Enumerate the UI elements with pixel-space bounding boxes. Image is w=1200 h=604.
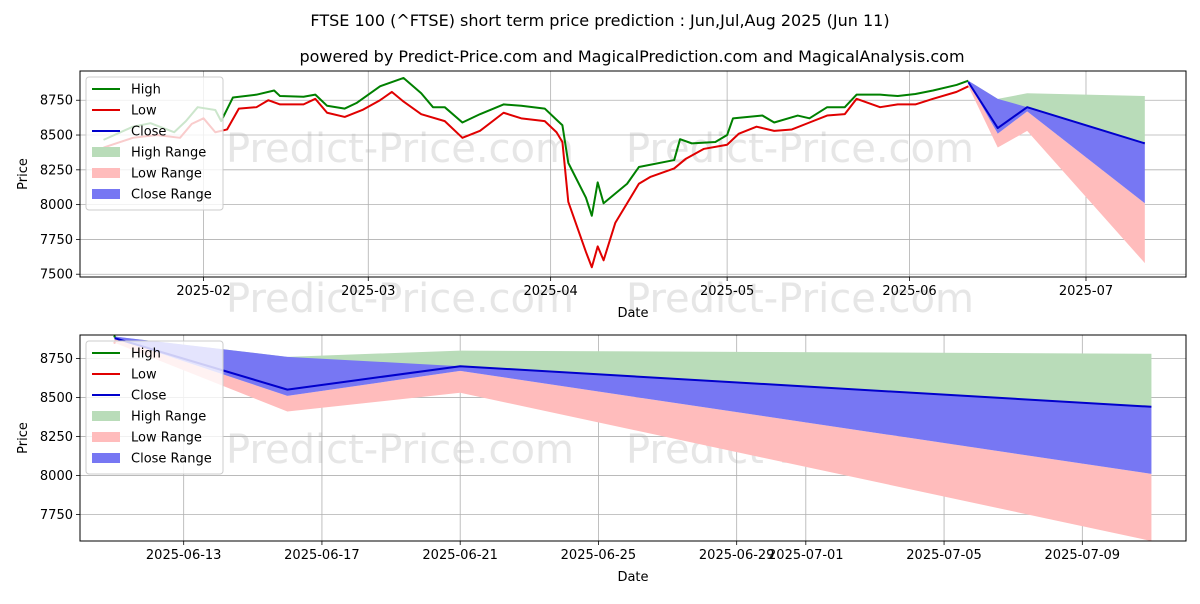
x-tick-label: 2025-06-25 bbox=[561, 548, 637, 563]
legend-label-low-range: Low Range bbox=[131, 431, 202, 446]
low-range-band bbox=[968, 82, 1145, 264]
legend-swatch-close-range bbox=[92, 453, 120, 463]
legend-label-close-range: Close Range bbox=[131, 452, 212, 467]
legend-swatch-high-range bbox=[92, 147, 120, 157]
x-tick-label: 2025-03 bbox=[341, 284, 395, 299]
y-axis-label: Price bbox=[16, 422, 31, 454]
y-tick-label: 8250 bbox=[40, 163, 73, 178]
plot-area bbox=[103, 76, 1146, 269]
x-tick-label: 2025-06-17 bbox=[284, 548, 360, 563]
legend-swatch-high-range bbox=[92, 411, 120, 421]
x-axis-label: Date bbox=[617, 570, 648, 585]
low-series-line bbox=[103, 85, 969, 269]
legend-box bbox=[85, 340, 224, 475]
x-tick-label: 2025-06 bbox=[882, 284, 936, 299]
watermark-lower-left: Predict-Price.com bbox=[226, 427, 574, 473]
high-range-band bbox=[114, 336, 1152, 407]
x-tick-label: 2025-07-01 bbox=[768, 548, 844, 563]
legend-label-low-range: Low Range bbox=[131, 167, 202, 182]
legend-label-close: Close bbox=[131, 389, 166, 404]
legend-swatch-close-range bbox=[92, 189, 120, 199]
legend-label-close: Close bbox=[131, 125, 166, 140]
x-tick-label: 2025-06-21 bbox=[422, 548, 498, 563]
x-axis-label: Date bbox=[617, 306, 648, 321]
y-tick-label: 7750 bbox=[40, 233, 73, 248]
legend-box bbox=[85, 76, 224, 211]
high-series-point bbox=[113, 335, 116, 338]
axes-frame bbox=[79, 70, 1187, 278]
y-tick-label: 8500 bbox=[40, 391, 73, 406]
close-range-band bbox=[114, 336, 1152, 474]
legend-label-high: High bbox=[131, 347, 161, 362]
x-tick-label: 2025-04 bbox=[523, 284, 577, 299]
y-tick-label: 8750 bbox=[40, 352, 73, 367]
chart-title: FTSE 100 (^FTSE) short term price predic… bbox=[310, 11, 889, 30]
x-tick-label: 2025-07-09 bbox=[1045, 548, 1121, 563]
x-tick-label: 2025-07 bbox=[1059, 284, 1113, 299]
legend-swatch-low-range bbox=[92, 432, 120, 442]
legend-label-low: Low bbox=[131, 104, 157, 119]
legend-label-high-range: High Range bbox=[131, 410, 206, 425]
x-tick-label: 2025-02 bbox=[176, 284, 230, 299]
legend-label-close-range: Close Range bbox=[131, 188, 212, 203]
y-tick-label: 8500 bbox=[40, 129, 73, 144]
watermark-upper-left: Predict-Price.com bbox=[226, 126, 574, 172]
legend-label-high: High bbox=[131, 83, 161, 98]
legend-label-high-range: High Range bbox=[131, 146, 206, 161]
x-tick-label: 2025-05 bbox=[700, 284, 754, 299]
upper-panel: Predict-Price.com Predict-Price.com Pred… bbox=[16, 70, 1187, 322]
legend: High Low Close High Range Low Range Close Ran… bbox=[85, 340, 224, 475]
y-tick-label: 7500 bbox=[40, 268, 73, 283]
high-series-line bbox=[103, 76, 969, 217]
y-axis-label: Price bbox=[16, 158, 31, 190]
y-tick-label: 8250 bbox=[40, 430, 73, 445]
y-tick-label: 8000 bbox=[40, 198, 73, 213]
y-tick-label: 8000 bbox=[40, 469, 73, 484]
close-range-band bbox=[968, 80, 1145, 204]
chart-subtitle: powered by Predict-Price.com and Magical… bbox=[299, 47, 964, 66]
y-tick-label: 7750 bbox=[40, 508, 73, 523]
watermark-upper-right: Predict-Price.com bbox=[626, 126, 974, 172]
legend: High Low Close High Range Low Range Close Ran… bbox=[85, 76, 224, 211]
x-tick-label: 2025-07-05 bbox=[906, 548, 982, 563]
low-range-band bbox=[114, 338, 1152, 541]
legend-swatch-low-range bbox=[92, 168, 120, 178]
close-series-line bbox=[967, 81, 1146, 145]
x-tick-label: 2025-06-29 bbox=[699, 548, 775, 563]
y-tick-label: 8750 bbox=[40, 94, 73, 109]
watermark-mid-left: Predict-Price.com bbox=[226, 276, 574, 322]
watermark-mid-right: Predict-Price.com bbox=[626, 276, 974, 322]
grid: 2025-02 2025-03 2025-04 2025-05 2025-06 2025-… bbox=[40, 71, 1186, 299]
legend-label-low: Low bbox=[131, 368, 157, 383]
high-range-band bbox=[968, 80, 1145, 144]
axes-frame bbox=[79, 334, 1187, 542]
x-tick-label: 2025-06-13 bbox=[146, 548, 222, 563]
lower-panel: Predict-Price.com Predict-Price.com 2025… bbox=[16, 334, 1187, 585]
